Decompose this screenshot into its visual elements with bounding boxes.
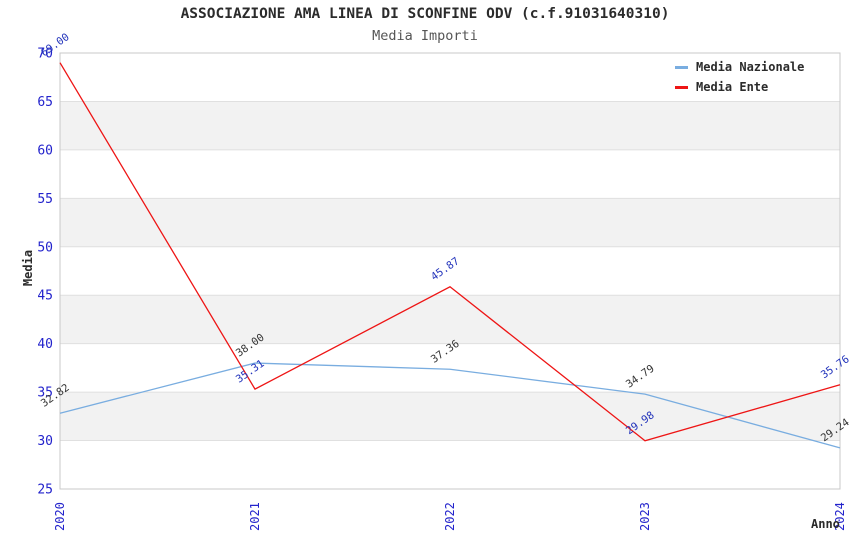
y-tick-label: 55 <box>37 192 53 207</box>
grid-band <box>60 198 840 247</box>
x-tick-label: 2021 <box>248 502 262 531</box>
legend-item-media-ente: Media Ente <box>664 77 812 97</box>
legend-swatch-media-ente-icon <box>675 85 688 89</box>
data-label: 35.76 <box>819 353 850 381</box>
y-tick-label: 50 <box>37 240 53 255</box>
series-line-media-nazionale <box>59 362 841 449</box>
plot-border <box>59 52 841 490</box>
legend-swatch-media-nazionale-icon <box>675 65 688 69</box>
y-tick-label: 35 <box>37 386 53 401</box>
x-axis-title: Anno <box>811 517 840 531</box>
y-tick-label: 25 <box>37 483 53 498</box>
legend-label-media-nazionale: Media Nazionale <box>696 60 805 74</box>
x-tick-label: 2022 <box>443 502 457 531</box>
y-axis-title: Media <box>21 249 35 287</box>
data-label: 34.79 <box>624 363 657 391</box>
y-tick-label: 65 <box>37 95 53 110</box>
chart-title: ASSOCIAZIONE AMA LINEA DI SCONFINE ODV (… <box>180 6 670 22</box>
legend: Media Nazionale Media Ente <box>664 54 812 100</box>
grid-band <box>60 392 840 441</box>
series-line-media-ente <box>59 62 841 442</box>
grid-band <box>60 295 840 344</box>
y-tick-label: 60 <box>37 143 53 158</box>
y-tick-label: 70 <box>37 47 53 62</box>
x-tick-label: 2024 <box>833 502 847 531</box>
y-tick-label: 45 <box>37 289 53 304</box>
grid-band <box>60 101 840 150</box>
x-tick-label: 2020 <box>53 502 67 531</box>
x-tick-label: 2023 <box>638 502 652 531</box>
legend-label-media-ente: Media Ente <box>696 80 769 94</box>
y-tick-label: 30 <box>37 434 53 449</box>
data-label: 45.87 <box>429 255 462 283</box>
legend-item-media-nazionale: Media Nazionale <box>664 57 812 77</box>
y-tick-label: 40 <box>37 337 53 352</box>
chart-subtitle: Media Importi <box>372 28 478 44</box>
